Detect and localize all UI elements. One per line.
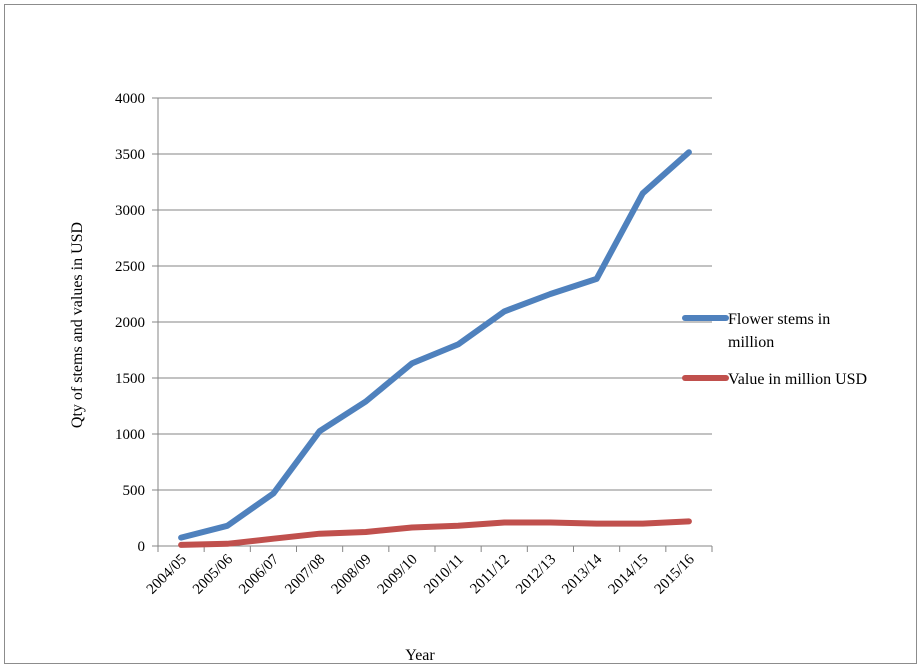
y-tick-label: 500 [123,483,146,499]
x-tick-label: 2015/16 [652,551,698,597]
x-tick-label: 2014/15 [605,552,651,598]
y-axis-ticks: 0 500 1000 1500 2000 2500 3000 3500 4000 [115,91,158,555]
gridlines [158,97,712,491]
x-tick-label: 2011/12 [467,552,513,598]
x-tick-label: 2007/08 [282,552,328,598]
y-tick-label: 0 [138,539,146,555]
y-tick-label: 1500 [115,371,145,387]
x-axis-title: Year [405,647,435,664]
legend-label: Value in million USD [728,371,867,388]
x-tick-label: 2006/07 [236,551,282,597]
x-tick-label: 2012/13 [513,552,559,598]
legend-label: million [728,334,774,351]
x-tick-label: 2013/14 [559,551,605,597]
y-tick-label: 2000 [115,315,145,331]
y-tick-label: 3500 [115,147,145,163]
y-tick-label: 2500 [115,259,145,275]
chart-frame [4,4,917,664]
legend: Flower stems in million Value in million U… [682,311,867,388]
x-tick-label: 2010/11 [421,552,467,598]
x-tick-label: 2005/06 [190,551,236,597]
series-line-1 [178,518,692,548]
series-line-0 [178,149,692,541]
series-lines [178,149,692,548]
y-tick-label: 3000 [115,203,145,219]
y-axis-title: Qty of stems and values in USD [69,222,86,428]
x-tick-label: 2009/10 [375,552,421,598]
y-tick-label: 4000 [115,91,145,107]
x-axis-ticks: 2004/05 2005/06 2006/07 2007/08 2008/09 2009/… [144,546,713,598]
x-tick-label: 2008/09 [328,552,374,598]
legend-label: Flower stems in [728,311,830,328]
x-tick-label: 2004/05 [144,552,190,598]
y-tick-label: 1000 [115,427,145,443]
